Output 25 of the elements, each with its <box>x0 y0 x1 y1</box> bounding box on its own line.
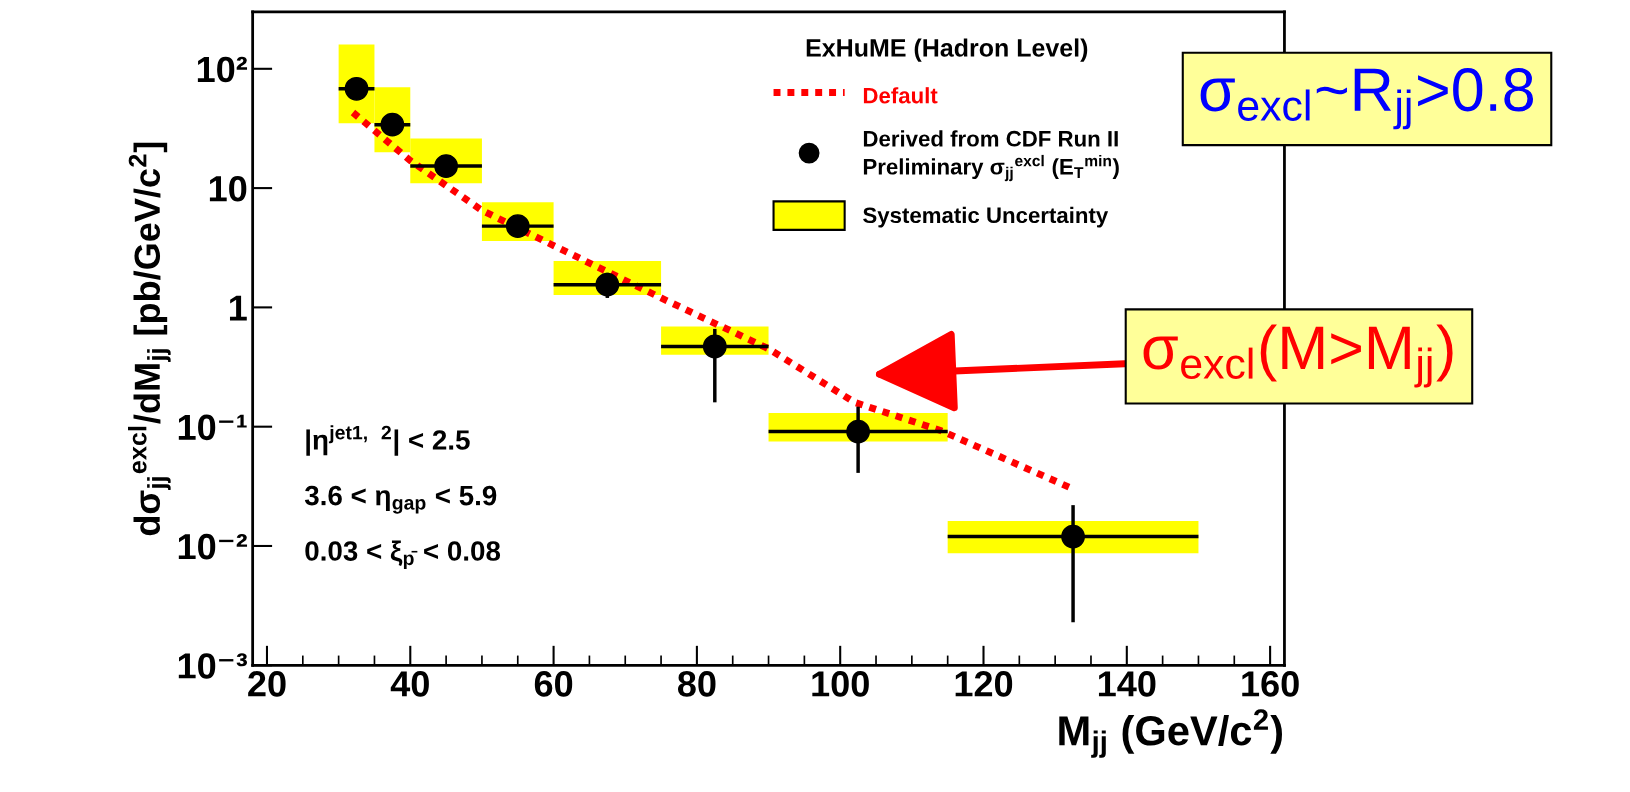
y-tick-label: 10² <box>197 56 248 83</box>
x-tick-label: 140 <box>1098 671 1156 697</box>
x-tick-label: 120 <box>955 671 1013 697</box>
legend-label: Default <box>863 87 938 104</box>
legend-label: Systematic Uncertainty <box>863 206 1109 228</box>
x-tick-label: 40 <box>390 671 429 697</box>
x-tick-label: 60 <box>534 671 573 697</box>
annotation: |η$^{jet1, 2}$| < 2.5 <box>306 425 470 456</box>
y-tick-label: 10⁻² <box>178 533 248 560</box>
legend-label: Derived from CDF Run II Preliminary σ$_{jj}$$^{excl}$ (E$_{T}$$^{min}$) <box>863 130 1119 182</box>
annotation: σ$_{excl}$~R$_{jj}$>0.8 <box>1200 68 1534 130</box>
y-tick-label: 10⁻³ <box>178 653 248 679</box>
y-tick-label: 10 <box>209 175 247 202</box>
y-axis-title: dσ$_{jj}$$^{excl}$/dM$_{jj}$ [pb/GeV/c$^{2}$] <box>128 142 171 536</box>
annotation: 3.6 < η$_{gap}$ < 5.9 <box>304 485 497 514</box>
x-axis-title: M$_{jj}$ (GeV/c$^{2}$) <box>1059 709 1283 758</box>
y-tick-label: 10⁻¹ <box>178 414 247 441</box>
x-tick-label: 100 <box>812 671 869 697</box>
x-tick-label: 20 <box>248 671 286 697</box>
x-tick-label: 160 <box>1242 671 1299 697</box>
annotation: 0.03 < ξ$_{p̄}$ < 0.08 <box>305 540 501 570</box>
annotation: σ$_{excl}$(M>M$_{jj}$) <box>1143 324 1453 388</box>
y-tick-label: 1 <box>229 295 247 321</box>
legend-title: ExHuME (Hadron Level) <box>806 38 1088 62</box>
x-tick-label: 80 <box>677 671 716 697</box>
